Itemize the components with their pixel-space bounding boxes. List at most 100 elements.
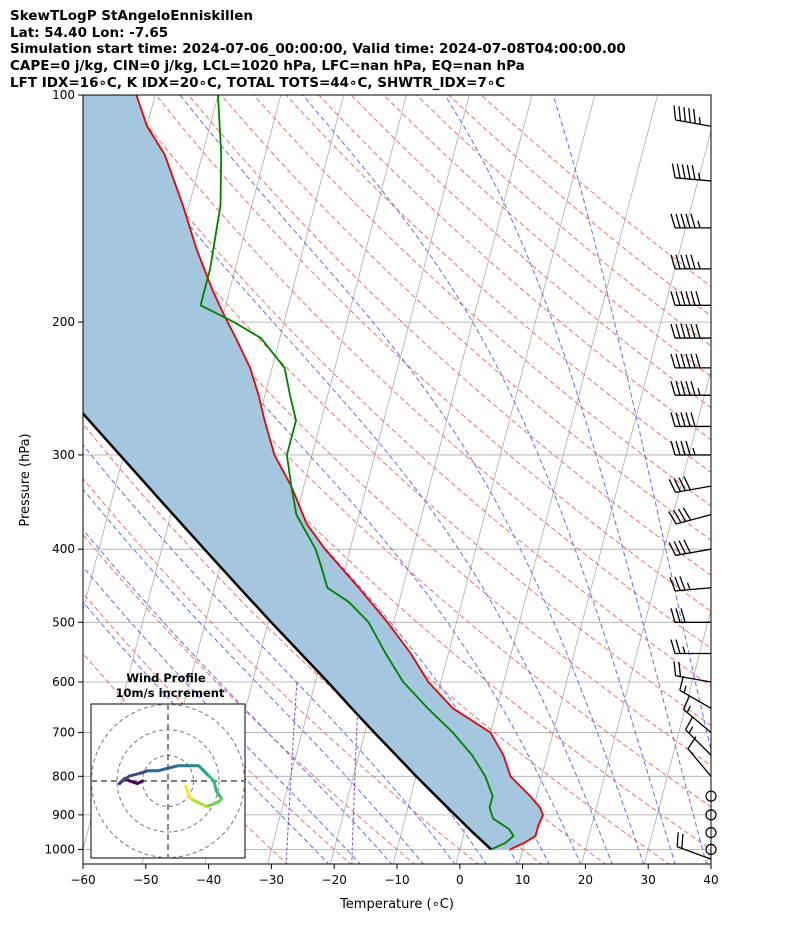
hodograph-plot [91, 704, 245, 858]
dry-adiabat [90, 95, 711, 687]
dry-adiabat [83, 127, 711, 726]
hodograph-subtitle: 10m/s increment [116, 686, 225, 700]
wind-barb [668, 539, 712, 557]
dry-adiabat [83, 269, 711, 851]
hodograph-title: Wind Profile [126, 671, 206, 685]
wind-barb-calm [705, 843, 717, 856]
moist-adiabat [83, 394, 487, 864]
hodograph-inset: Wind Profile 10m/s increment [90, 671, 246, 859]
moist-adiabat [83, 528, 393, 864]
hodograph-ring [91, 704, 245, 858]
x-tick-label: −60 [70, 873, 95, 887]
wind-barb [670, 291, 711, 306]
moist-adiabat [87, 95, 613, 864]
wind-barb [668, 476, 712, 494]
wind-barb-calm [705, 809, 717, 821]
wind-barb [673, 661, 712, 683]
moist-adiabat [83, 601, 330, 864]
wind-barb [682, 695, 712, 734]
mixing-ratio-line [285, 681, 298, 864]
dry-adiabat [253, 95, 711, 507]
y-tick-label: 600 [52, 675, 75, 689]
y-tick-label: 700 [52, 726, 75, 740]
dry-adiabat [220, 95, 711, 541]
plot-area [83, 95, 711, 864]
dry-adiabat [83, 173, 711, 767]
isotherm-line [643, 608, 711, 864]
isotherm-line [83, 95, 93, 133]
parcel-profile-line [83, 411, 493, 851]
y-tick-label: 400 [52, 542, 75, 556]
title-line-3: Simulation start time: 2024-07-06_00:00:… [10, 41, 626, 57]
moist-adiabat [444, 95, 707, 864]
isotherm-line [581, 368, 711, 864]
wind-barb-calm [705, 826, 717, 839]
wind-barb [670, 353, 711, 369]
moist-adiabat [83, 444, 456, 864]
y-tick-label: 500 [52, 615, 75, 629]
isotherm-line [706, 847, 711, 864]
hodograph-segment [166, 764, 180, 770]
wind-barb [679, 675, 712, 709]
wind-barb [673, 105, 712, 127]
wind-barb-calm [705, 790, 717, 802]
y-tick-label: 100 [52, 88, 75, 102]
y-tick-label: 900 [52, 808, 75, 822]
y-tick-label: 200 [52, 315, 75, 329]
x-tick-label: −10 [384, 873, 409, 887]
x-tick-label: −30 [259, 873, 284, 887]
wind-barb [676, 832, 712, 860]
hodograph-ring [116, 729, 220, 833]
dry-adiabat [83, 220, 711, 808]
moist-adiabat [83, 488, 424, 864]
dry-adiabat [83, 477, 479, 864]
dry-adiabat [83, 423, 543, 864]
dry-adiabat [83, 592, 352, 864]
x-tick-label: 0 [456, 873, 464, 887]
wind-barb [670, 381, 711, 396]
moist-adiabat [83, 187, 582, 864]
dry-adiabat [480, 95, 711, 288]
wind-barb [670, 323, 711, 339]
dewpoint-line [199, 95, 515, 851]
y-tick-label: 1000 [44, 842, 75, 856]
moist-adiabat [552, 95, 711, 753]
cape-cin-shading [83, 95, 543, 850]
wind-barb [670, 412, 711, 428]
wind-barb [670, 639, 711, 655]
axes: −60 −50 −40 −30 −20 −10 0 10 20 30 40 100 200 300 400 5… [44, 88, 718, 887]
x-tick-label: 40 [703, 873, 718, 887]
x-tick-label: −20 [322, 873, 347, 887]
moist-adiabat [179, 95, 645, 864]
y-tick-label: 800 [52, 769, 75, 783]
wind-barb [671, 163, 712, 182]
isotherm-line [329, 95, 533, 864]
hodograph-segment [120, 774, 132, 783]
wind-barb [670, 254, 711, 270]
wind-barbs [668, 105, 717, 860]
title-line-2: Lat: 54.40 Lon: -7.65 [10, 25, 169, 41]
dry-adiabat [83, 652, 288, 864]
isotherm-line [518, 129, 711, 864]
dry-adiabat [350, 95, 711, 409]
x-tick-label: −40 [196, 873, 221, 887]
wind-barb [670, 608, 711, 623]
wind-barb [684, 716, 712, 756]
x-tick-label: 20 [578, 873, 593, 887]
hodograph-segment [184, 784, 190, 796]
wind-barb [670, 440, 711, 456]
temperature-line [135, 95, 544, 851]
x-tick-label: −50 [133, 873, 158, 887]
wind-barb [670, 213, 711, 229]
x-tick-label: 10 [515, 873, 530, 887]
wind-barb [669, 576, 712, 592]
y-tick-label: 300 [52, 448, 75, 462]
title-line-4: CAPE=0 j/kg, CIN=0 j/kg, LCL=1020 hPa, L… [10, 58, 525, 74]
title-line-5: LFT IDX=16∘C, K IDX=20∘C, TOTAL TOTS=44∘… [10, 75, 506, 91]
x-tick-label: 30 [641, 873, 656, 887]
hodograph-segment [214, 789, 224, 801]
moist-adiabat [83, 566, 361, 864]
y-axis-label: Pressure (hPa) [18, 433, 33, 526]
title-line-1: SkewTLogP StAngeloEnniskillen [10, 8, 253, 24]
x-axis-label: Temperature (∘C) [339, 897, 454, 912]
